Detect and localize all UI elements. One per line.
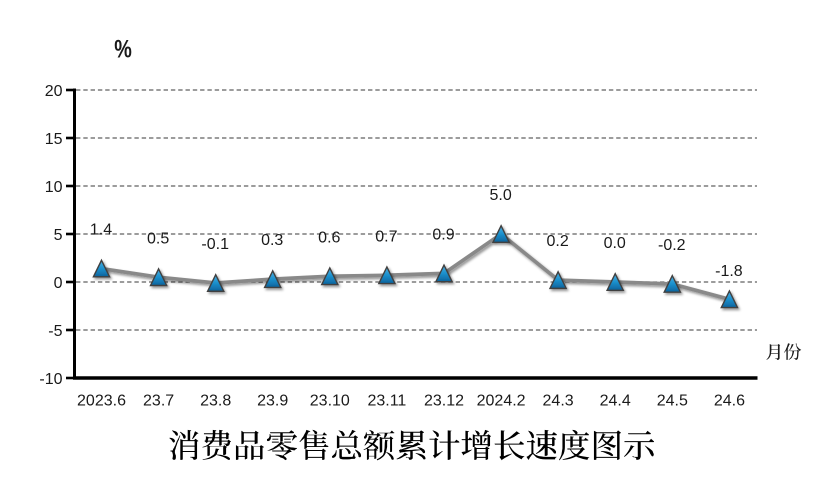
svg-text:0.5: 0.5 bbox=[147, 230, 169, 247]
svg-text:-1.8: -1.8 bbox=[715, 263, 743, 280]
svg-text:24.3: 24.3 bbox=[543, 393, 574, 410]
svg-text:5: 5 bbox=[54, 227, 63, 244]
svg-text:20: 20 bbox=[45, 83, 63, 100]
svg-text:23.7: 23.7 bbox=[143, 393, 174, 410]
svg-text:23.12: 23.12 bbox=[424, 393, 464, 410]
svg-text:23.11: 23.11 bbox=[367, 393, 406, 410]
svg-text:-0.2: -0.2 bbox=[658, 237, 686, 254]
svg-text:-10: -10 bbox=[39, 371, 62, 388]
svg-text:2024.2: 2024.2 bbox=[477, 393, 526, 410]
svg-text:23.10: 23.10 bbox=[310, 393, 350, 410]
svg-text:5.0: 5.0 bbox=[489, 187, 511, 204]
svg-text:15: 15 bbox=[45, 131, 63, 148]
svg-text:10: 10 bbox=[45, 179, 63, 196]
svg-text:23.9: 23.9 bbox=[257, 393, 288, 410]
svg-text:0.2: 0.2 bbox=[546, 233, 568, 250]
svg-text:0.6: 0.6 bbox=[318, 229, 340, 246]
svg-text:0.3: 0.3 bbox=[261, 232, 283, 249]
svg-text:-0.1: -0.1 bbox=[201, 236, 229, 253]
svg-text:24.6: 24.6 bbox=[714, 393, 745, 410]
svg-text:0.7: 0.7 bbox=[375, 228, 397, 245]
svg-text:23.8: 23.8 bbox=[200, 393, 231, 410]
svg-text:24.5: 24.5 bbox=[657, 393, 688, 410]
svg-text:24.4: 24.4 bbox=[600, 393, 631, 410]
svg-text:0.0: 0.0 bbox=[604, 235, 626, 252]
svg-text:%: % bbox=[114, 37, 132, 64]
svg-text:2023.6: 2023.6 bbox=[77, 393, 126, 410]
svg-text:1.4: 1.4 bbox=[90, 222, 112, 239]
svg-text:0.9: 0.9 bbox=[432, 227, 454, 244]
svg-text:0: 0 bbox=[54, 275, 63, 292]
svg-text:-5: -5 bbox=[48, 323, 62, 340]
